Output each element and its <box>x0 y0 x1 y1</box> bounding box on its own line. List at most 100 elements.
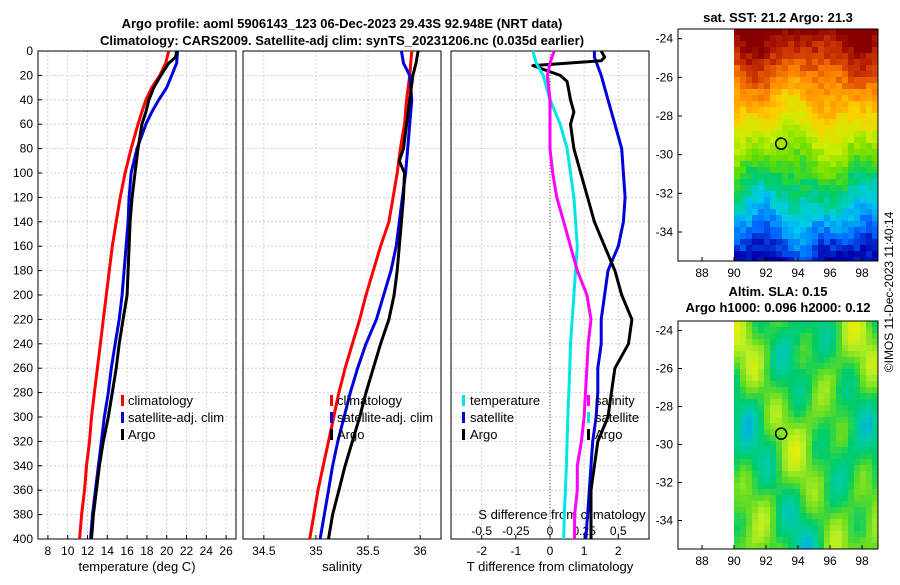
sst-map-cell <box>740 83 747 90</box>
sla-map-cell <box>806 513 813 520</box>
sst-map-cell <box>776 149 783 156</box>
sla-map-cell <box>860 519 867 526</box>
sla-map-cell <box>848 513 855 520</box>
sla-map-cell <box>836 531 843 538</box>
sst-map-cell <box>740 107 747 114</box>
sla-map-cell <box>818 417 825 424</box>
sst-map-cell <box>872 251 879 258</box>
sst-map-cell <box>872 161 879 168</box>
sla-map-cell <box>830 447 837 454</box>
sst-map-cell <box>758 83 765 90</box>
sst-map-cell <box>854 53 861 60</box>
sst-map-cell <box>740 221 747 228</box>
sst-map-cell <box>824 65 831 72</box>
sst-map-cell <box>794 203 801 210</box>
sla-map-cell <box>830 399 837 406</box>
sla-map-cell <box>830 459 837 466</box>
sst-map-cell <box>788 239 795 246</box>
sla-map-cell <box>818 453 825 460</box>
sst-map-cell <box>764 251 771 258</box>
sla-map-cell <box>860 453 867 460</box>
sst-map-cell <box>746 209 753 216</box>
sla-map-cell <box>740 507 747 514</box>
sla-map-cell <box>860 339 867 346</box>
sst-map-cell <box>872 131 879 138</box>
sla-map-cell <box>794 459 801 466</box>
sla-map-cell <box>866 543 873 550</box>
sst-map-cell <box>740 185 747 192</box>
sst-map-cell <box>872 227 879 234</box>
sst-map-cell <box>824 209 831 216</box>
sst-map-cell <box>752 125 759 132</box>
sla-map-cell <box>770 369 777 376</box>
sla-map-cell <box>812 381 819 388</box>
sla-map-cell <box>860 483 867 490</box>
sla-map-cell <box>848 465 855 472</box>
sla-map-cell <box>860 393 867 400</box>
sst-map-cell <box>836 119 843 126</box>
sst-map-cell <box>872 185 879 192</box>
sla-map-cell <box>872 489 879 496</box>
sla-map-cell <box>836 501 843 508</box>
sst-map-cell <box>854 149 861 156</box>
sla-map-cell <box>776 429 783 436</box>
sla-map-cell <box>842 321 849 328</box>
sla-map-cell <box>794 375 801 382</box>
sla-map-cell <box>800 477 807 484</box>
sla-map-cell <box>830 351 837 358</box>
sla-map-cell <box>854 453 861 460</box>
sst-map-cell <box>848 35 855 42</box>
sst-map-cell <box>848 185 855 192</box>
sst-map-cell <box>872 125 879 132</box>
sla-map-cell <box>866 369 873 376</box>
sla-map-cell <box>818 423 825 430</box>
sst-map-cell <box>746 35 753 42</box>
sst-map-cell <box>746 83 753 90</box>
sla-map-cell <box>794 543 801 550</box>
sst-map-cell <box>860 83 867 90</box>
sst-lat-tick-label: -30 <box>656 148 674 162</box>
sla-map-cell <box>734 405 741 412</box>
sla-map-cell <box>734 447 741 454</box>
sla-map-cell <box>800 327 807 334</box>
sla-map-cell <box>824 483 831 490</box>
sla-map-cell <box>818 513 825 520</box>
sst-map-cell <box>800 239 807 246</box>
sla-map-cell <box>794 429 801 436</box>
sst-map-cell <box>866 227 873 234</box>
sla-map-cell <box>824 405 831 412</box>
sst-map-cell <box>734 215 741 222</box>
sst-map-cell <box>842 101 849 108</box>
sla-map-cell <box>824 357 831 364</box>
sla-map-cell <box>836 387 843 394</box>
sst-map-cell <box>866 53 873 60</box>
sla-map-cell <box>812 345 819 352</box>
sla-map-cell <box>752 501 759 508</box>
sla-map-cell <box>830 435 837 442</box>
sst-map-cell <box>776 143 783 150</box>
sla-map-cell <box>854 339 861 346</box>
sst-map-cell <box>740 245 747 252</box>
sst-lon-tick-label: 92 <box>759 266 773 280</box>
sst-map-cell <box>752 155 759 162</box>
sst-map-cell <box>788 125 795 132</box>
sst-map-cell <box>836 53 843 60</box>
sla-map-cell <box>866 441 873 448</box>
sst-map-cell <box>734 59 741 66</box>
sst-map-cell <box>830 41 837 48</box>
sla-map-cell <box>800 525 807 532</box>
sla-map-cell <box>806 423 813 430</box>
sla-map-cell <box>824 465 831 472</box>
sst-map-cell <box>788 143 795 150</box>
sst-map-cell <box>734 83 741 90</box>
sst-map-cell <box>746 101 753 108</box>
sst-map: 88 90 92 94 96 98-24-26-28-30-32-34 <box>656 28 879 280</box>
sla-map-cell <box>866 465 873 472</box>
sst-map-cell <box>854 215 861 222</box>
sst-map-cell <box>734 89 741 96</box>
sla-map-cell <box>740 441 747 448</box>
sst-map-cell <box>776 71 783 78</box>
sla-map-cell <box>806 435 813 442</box>
sst-map-cell <box>830 113 837 120</box>
sla-map-cell <box>800 489 807 496</box>
